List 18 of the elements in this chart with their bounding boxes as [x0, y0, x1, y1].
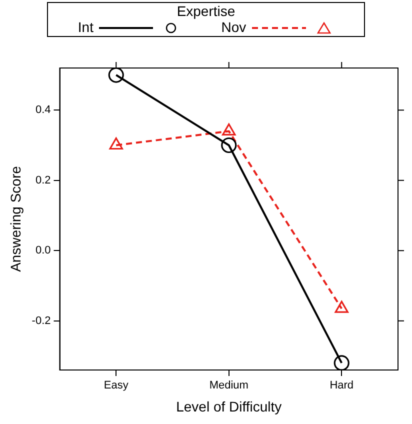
y-tick-label: 0.2 — [35, 174, 51, 186]
point — [221, 137, 237, 154]
y-tick-label: 0.0 — [35, 244, 51, 257]
legend-label: Int — [78, 19, 94, 35]
x-tick-label: Hard — [330, 380, 354, 392]
y-axis-title: Answering Score — [7, 166, 24, 272]
x-axis-title: Level of Difficulty — [176, 398, 282, 414]
point — [222, 123, 236, 136]
legend-title: Expertise — [176, 3, 236, 19]
y-tick-label: -0.2 — [32, 314, 51, 327]
x-tick-label: Medium — [209, 380, 248, 392]
point — [108, 68, 124, 83]
legend-label: Nov — [221, 19, 246, 35]
point — [334, 300, 348, 313]
point — [109, 137, 123, 150]
x-tick-label: Easy — [104, 380, 129, 392]
point — [334, 355, 350, 370]
y-tick-label: 0.4 — [35, 104, 51, 116]
